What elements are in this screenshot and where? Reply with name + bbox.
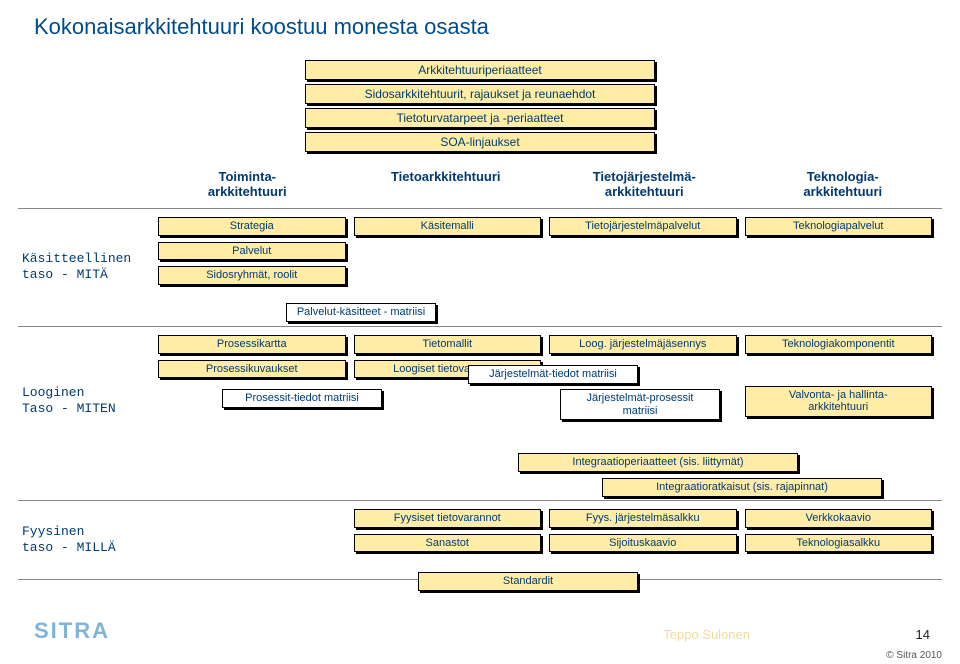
box-valvonta: Valvonta- ja hallinta-arkkitehtuuri — [745, 386, 933, 417]
principle-box: Tietoturvatarpeet ja -periaatteet — [305, 108, 655, 128]
copyright: © Sitra 2010 — [886, 650, 942, 661]
matrix-jarj-prosessit: Järjestelmät-prosessitmatriisi — [560, 389, 720, 420]
box-sanastot: Sanastot — [354, 534, 542, 553]
box-standardit: Standardit — [418, 572, 638, 591]
box-fyysjarj: Fyys. järjestelmäsalkku — [549, 509, 737, 528]
col-header: Tietojärjestelmä-arkkitehtuuri — [551, 170, 738, 200]
box-prosessikartta: Prosessikartta — [158, 335, 346, 354]
box-sijoitus: Sijoituskaavio — [549, 534, 737, 553]
box-strategia: Strategia — [158, 217, 346, 236]
row-physical: Fyysinen taso - MILLÄ Fyysiset tietovara… — [18, 500, 942, 580]
box-tietojarjpalvelut: Tietojärjestelmäpalvelut — [549, 217, 737, 236]
box-sidosryhmat: Sidosryhmät, roolit — [158, 266, 346, 285]
logo: SITRA — [34, 618, 110, 644]
row-label: Looginen Taso - MITEN — [18, 327, 148, 476]
row-label: Fyysinen taso - MILLÄ — [18, 501, 148, 579]
box-palvelut: Palvelut — [158, 242, 346, 261]
author-name: Teppo Sulonen — [663, 627, 750, 642]
box-integraatio-ratkaisut: Integraatioratkaisut (sis. rajapinnat) — [602, 478, 882, 497]
column-headers: Toiminta-arkkitehtuuri Tietoarkkitehtuur… — [18, 170, 942, 200]
col-header: Toiminta-arkkitehtuuri — [154, 170, 341, 200]
box-prosessikuvaukset: Prosessikuvaukset — [158, 360, 346, 379]
footer: SITRA Teppo Sulonen 14 © Sitra 2010 — [0, 618, 960, 664]
row-logical: Looginen Taso - MITEN Prosessikartta Pro… — [18, 326, 942, 476]
page-title: Kokonaisarkkitehtuuri koostuu monesta os… — [0, 0, 960, 40]
matrix-prosessit-tiedot: Prosessit-tiedot matriisi — [222, 389, 382, 408]
principle-box: SOA-linjaukset — [305, 132, 655, 152]
principle-box: Sidosarkkitehtuurit, rajaukset ja reunae… — [305, 84, 655, 104]
matrix-jarj-tiedot: Järjestelmät-tiedot matriisi — [468, 365, 638, 384]
box-tietomallit: Tietomallit — [354, 335, 542, 354]
col-header: Teknologia-arkkitehtuuri — [750, 170, 937, 200]
col-header: Tietoarkkitehtuuri — [353, 170, 540, 185]
box-integraatio-periaatteet: Integraatioperiaatteet (sis. liittymät) — [518, 453, 798, 472]
row-conceptual: Käsitteellinen taso - MITÄ Strategia Pal… — [18, 208, 942, 326]
diagram: Arkkitehtuuriperiaatteet Sidosarkkitehtu… — [0, 40, 960, 580]
box-kasitemalli: Käsitemalli — [354, 217, 542, 236]
matrix-palvelut-kasitteet: Palvelut-käsitteet - matriisi — [286, 303, 436, 322]
box-fyystieto: Fyysiset tietovarannot — [354, 509, 542, 528]
principles-stack: Arkkitehtuuriperiaatteet Sidosarkkitehtu… — [305, 60, 655, 152]
box-loogjarj: Loog. järjestelmäjäsennys — [549, 335, 737, 354]
principle-box: Arkkitehtuuriperiaatteet — [305, 60, 655, 80]
box-teknosalkku: Teknologiasalkku — [745, 534, 933, 553]
box-teknokomp: Teknologiakomponentit — [745, 335, 933, 354]
page-number: 14 — [916, 627, 930, 642]
box-teknologiapalvelut: Teknologiapalvelut — [745, 217, 933, 236]
row-label: Käsitteellinen taso - MITÄ — [18, 209, 148, 326]
box-verkkokaavio: Verkkokaavio — [745, 509, 933, 528]
